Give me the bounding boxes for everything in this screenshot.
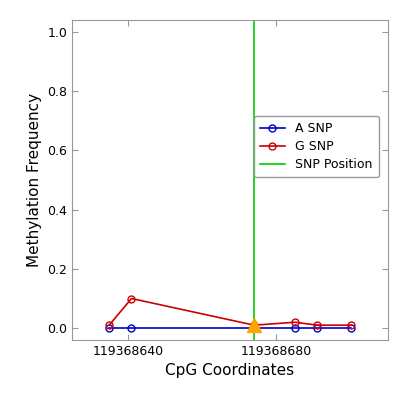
X-axis label: CpG Coordinates: CpG Coordinates — [166, 364, 294, 378]
Legend: A SNP, G SNP, SNP Position: A SNP, G SNP, SNP Position — [254, 116, 378, 177]
Y-axis label: Methylation Frequency: Methylation Frequency — [26, 93, 42, 267]
